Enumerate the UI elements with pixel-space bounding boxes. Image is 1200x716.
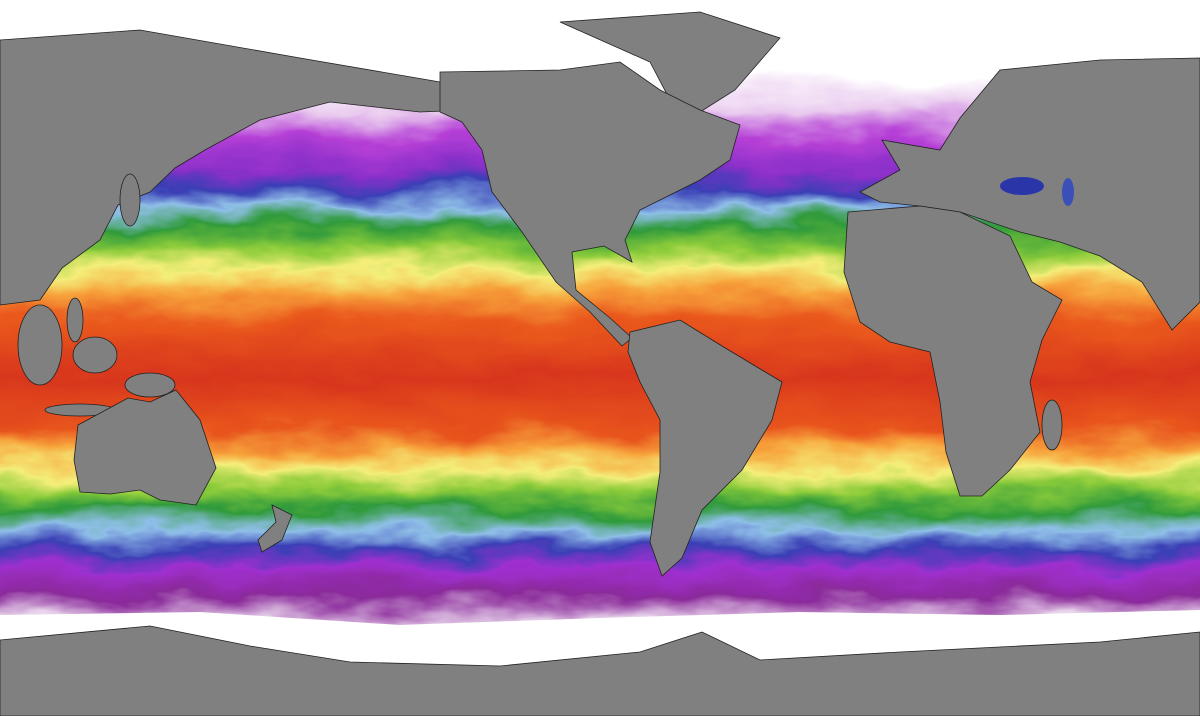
land-south-america: [627, 319, 783, 577]
black-sea: [1000, 177, 1044, 195]
land-africa: [843, 205, 1063, 497]
islands-indonesia: [17, 173, 176, 417]
land-australia: [73, 389, 217, 506]
caspian-sea: [1062, 178, 1074, 206]
land-north-america: [439, 61, 741, 347]
land-greenland: [559, 11, 781, 113]
land-new-zealand: [257, 504, 293, 553]
land-asia-west: [0, 29, 471, 306]
sea-ice-south: [0, 610, 1200, 660]
land-madagascar: [1041, 399, 1063, 451]
land-antarctica: [0, 625, 1200, 716]
